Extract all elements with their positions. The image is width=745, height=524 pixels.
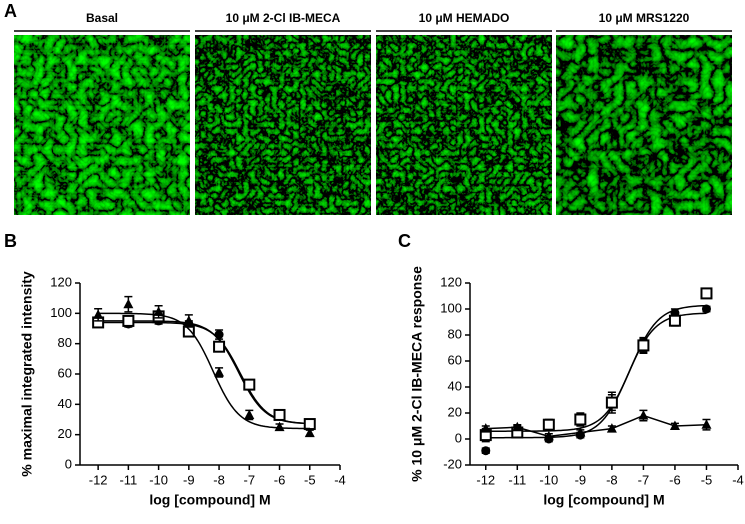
y-axis-title: % maximal integrated intensity <box>19 271 35 477</box>
x-tick-label: -7 <box>244 472 256 487</box>
y-tick-label: 80 <box>58 335 72 350</box>
x-tick-label: -10 <box>149 472 168 487</box>
point <box>637 339 650 352</box>
point <box>668 314 681 327</box>
x-tick-label: -5 <box>701 472 713 487</box>
point <box>304 427 315 438</box>
panel-label: B <box>4 231 17 251</box>
y-tick-label: 40 <box>448 378 462 393</box>
fit-curve <box>98 312 310 430</box>
y-tick-label: 40 <box>58 396 72 411</box>
point <box>606 423 617 433</box>
point <box>93 309 104 319</box>
series-line <box>485 414 707 438</box>
micrograph <box>14 35 190 215</box>
x-tick-label: -9 <box>575 472 587 487</box>
y-tick-label: 120 <box>50 274 72 289</box>
fit-curve <box>485 312 707 439</box>
point <box>542 418 555 431</box>
y-tick-label: -20 <box>443 456 462 471</box>
y-tick-label: 100 <box>50 305 72 320</box>
image-title: 10 μM HEMADO <box>419 11 510 25</box>
y-tick-label: 20 <box>58 426 72 441</box>
point <box>182 325 195 338</box>
x-tick-label: -8 <box>213 472 225 487</box>
image-title: 10 μM MRS1220 <box>599 11 690 25</box>
panel-label: A <box>4 1 17 21</box>
y-tick-label: 120 <box>440 274 462 289</box>
y-tick-label: 100 <box>440 300 462 315</box>
image-title: Basal <box>86 11 118 25</box>
x-tick-label: -9 <box>183 472 195 487</box>
point <box>700 287 713 300</box>
point <box>574 413 587 426</box>
point <box>481 446 491 456</box>
x-tick-label: -10 <box>539 472 558 487</box>
fit-curve <box>98 321 310 425</box>
x-tick-label: -12 <box>89 472 108 487</box>
point <box>274 421 285 432</box>
x-axis-title: log [compound] M <box>149 492 270 508</box>
point <box>303 418 316 431</box>
point <box>701 304 711 314</box>
point <box>213 340 226 353</box>
point <box>701 419 712 429</box>
micrograph <box>195 35 371 215</box>
fit-curve <box>98 320 310 425</box>
x-tick-label: -6 <box>274 472 286 487</box>
point <box>480 423 491 433</box>
x-tick-label: -7 <box>638 472 650 487</box>
point <box>605 396 618 409</box>
point <box>214 330 224 340</box>
point <box>244 409 255 419</box>
y-tick-label: 60 <box>448 352 462 367</box>
point <box>153 306 164 316</box>
point <box>512 421 523 432</box>
x-tick-label: -4 <box>732 472 744 487</box>
point <box>543 430 554 441</box>
point <box>575 427 586 437</box>
x-tick-label: -8 <box>606 472 618 487</box>
point <box>669 420 680 430</box>
image-title: 10 μM 2-Cl IB-MECA <box>226 11 341 25</box>
panel-label: C <box>398 231 411 251</box>
point <box>243 378 256 391</box>
point <box>214 366 225 377</box>
micrograph <box>376 35 552 215</box>
x-tick-label: -11 <box>119 472 137 487</box>
y-tick-label: 20 <box>448 404 462 419</box>
x-tick-label: -12 <box>476 472 495 487</box>
y-tick-label: 80 <box>448 326 462 341</box>
point <box>183 315 194 325</box>
x-tick-label: -6 <box>669 472 681 487</box>
y-axis-title: % 10 μM 2-Cl IB-MECA response <box>409 266 425 482</box>
y-tick-label: 60 <box>58 365 72 380</box>
x-tick-label: -11 <box>508 472 526 487</box>
point <box>273 408 286 421</box>
y-tick-label: 0 <box>65 456 72 471</box>
x-axis-title: log [compound] M <box>543 492 664 508</box>
point <box>638 410 649 420</box>
y-tick-label: 0 <box>455 430 462 445</box>
x-tick-label: -4 <box>334 472 346 487</box>
point <box>122 314 135 327</box>
micrograph <box>556 35 732 215</box>
x-tick-label: -5 <box>304 472 316 487</box>
point <box>123 298 134 309</box>
